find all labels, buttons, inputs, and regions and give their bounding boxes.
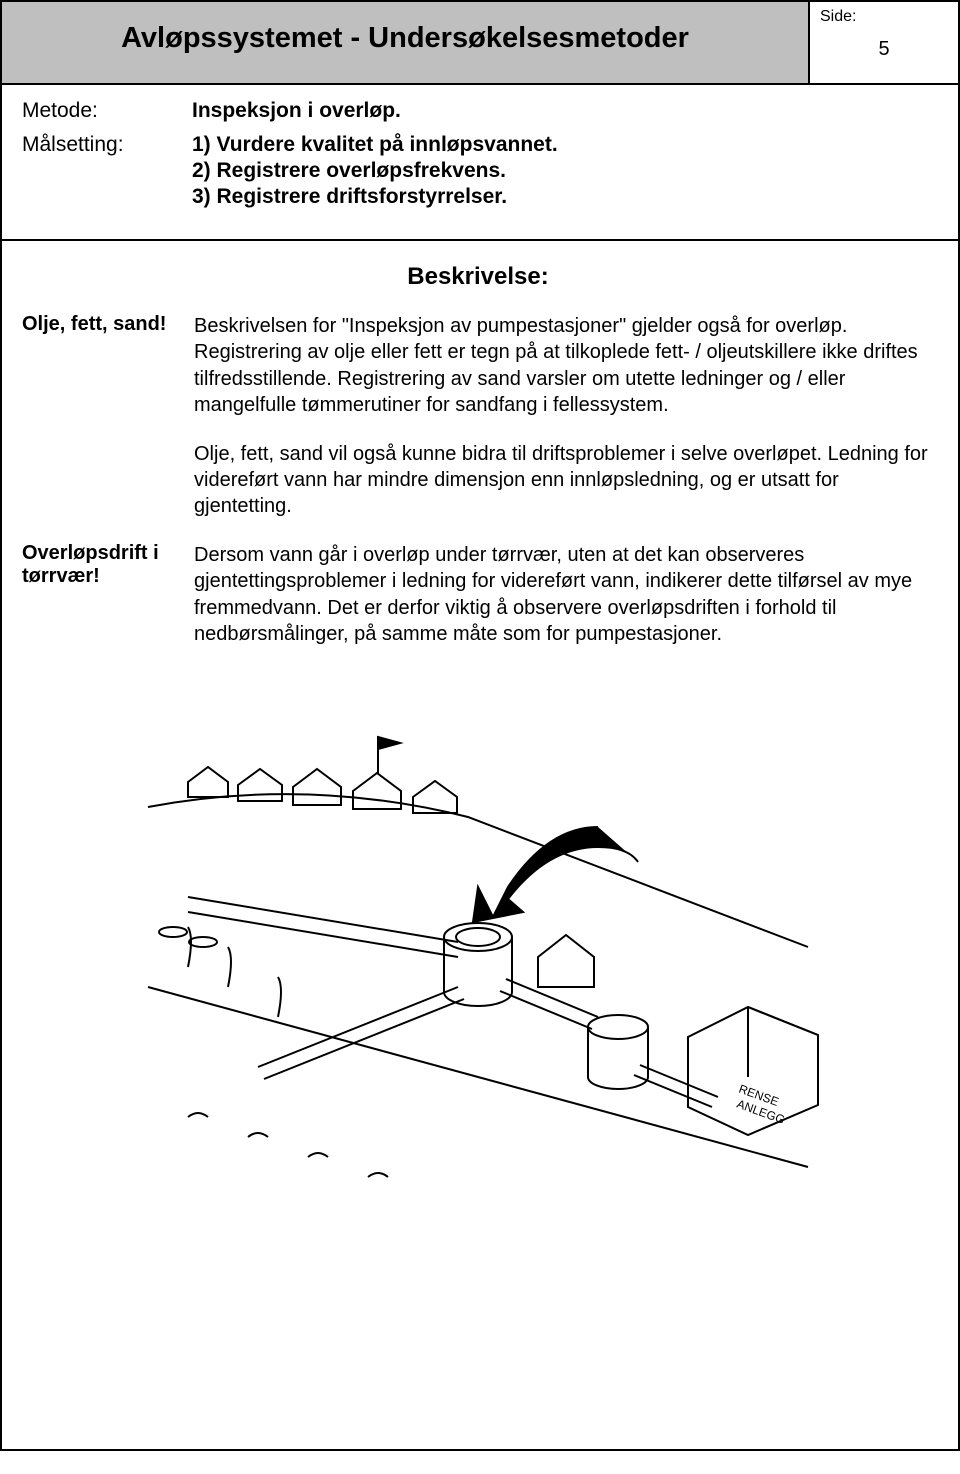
objective-item: 1) Vurdere kvalitet på innløpsvannet. bbox=[192, 133, 938, 157]
section-title: Beskrivelse: bbox=[22, 263, 934, 291]
objective-list: 1) Vurdere kvalitet på innløpsvannet. 2)… bbox=[192, 133, 938, 211]
content-block: Olje, fett, sand! Beskrivelsen for "Insp… bbox=[22, 313, 934, 419]
page-number-box: Side: 5 bbox=[810, 2, 958, 83]
page-number: 5 bbox=[820, 38, 948, 61]
paragraph: Dersom vann går i overløp under tørrvær,… bbox=[194, 542, 934, 648]
method-label: Metode: bbox=[22, 99, 192, 123]
method-value: Inspeksjon i overløp. bbox=[192, 99, 938, 123]
content-block: Overløpsdrift i tørrvær! Dersom vann går… bbox=[22, 542, 934, 648]
illustration-wrap: RENSE ANLEGG bbox=[22, 687, 934, 1207]
meta-box: Metode: Inspeksjon i overløp. Målsetting… bbox=[0, 85, 960, 241]
margin-label bbox=[22, 441, 194, 520]
side-label: Side: bbox=[820, 8, 948, 26]
overflow-sketch-icon: RENSE ANLEGG bbox=[128, 687, 828, 1207]
method-row: Metode: Inspeksjon i overløp. bbox=[22, 99, 938, 123]
body-box: Beskrivelse: Olje, fett, sand! Beskrivel… bbox=[0, 241, 960, 1451]
objective-item: 2) Registrere overløpsfrekvens. bbox=[192, 159, 938, 183]
page: Avløpssystemet - Undersøkelsesmetoder Si… bbox=[0, 0, 960, 1451]
objective-label: Målsetting: bbox=[22, 133, 192, 211]
header-row: Avløpssystemet - Undersøkelsesmetoder Si… bbox=[0, 0, 960, 85]
margin-label: Olje, fett, sand! bbox=[22, 313, 194, 419]
objective-row: Målsetting: 1) Vurdere kvalitet på innlø… bbox=[22, 133, 938, 211]
page-title: Avløpssystemet - Undersøkelsesmetoder bbox=[2, 2, 810, 83]
paragraph: Olje, fett, sand vil også kunne bidra ti… bbox=[194, 441, 934, 520]
content-block: Olje, fett, sand vil også kunne bidra ti… bbox=[22, 441, 934, 520]
margin-label: Overløpsdrift i tørrvær! bbox=[22, 542, 194, 648]
paragraph: Beskrivelsen for "Inspeksjon av pumpesta… bbox=[194, 313, 934, 419]
objective-item: 3) Registrere driftsforstyrrelser. bbox=[192, 185, 938, 209]
